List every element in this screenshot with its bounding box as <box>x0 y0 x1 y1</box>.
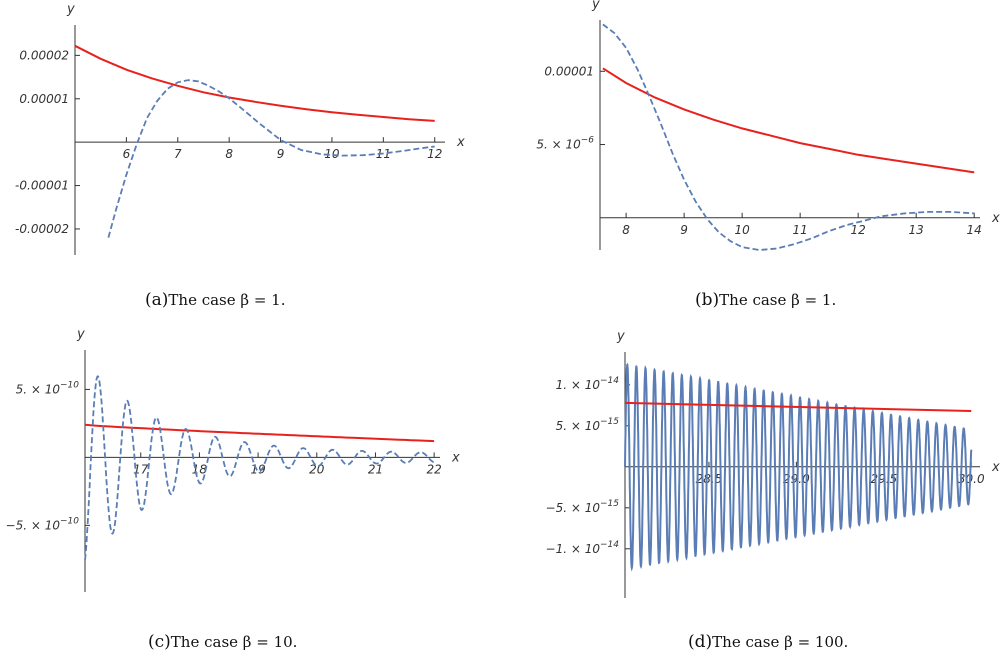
chart-panel-d: x y 28.5 29.0 29.5 30.0 1. × 10−14 5. × 10−15 −5… <box>505 329 1005 610</box>
x-axis-label: x <box>451 450 460 465</box>
blue-dashed-curve <box>602 23 975 251</box>
x-tick-label: 22 <box>426 462 441 476</box>
y-axis-label: y <box>76 327 85 342</box>
chart-b: x y 8 9 10 11 12 13 14 0.00001 5. × 10−6 <box>536 0 1000 251</box>
caption-a: (a)The case β = 1. <box>145 290 286 310</box>
red-curve <box>84 423 435 443</box>
x-tick-label: 8 <box>622 223 630 237</box>
x-tick-label: 19 <box>250 462 265 476</box>
x-tick-label: 12 <box>851 223 866 237</box>
x-axis-label: x <box>991 211 1000 226</box>
x-tick-label: 6 <box>123 147 131 161</box>
y-tick-label: -0.00002 <box>15 222 69 236</box>
y-tick-label: 5. × 10−6 <box>536 136 594 152</box>
caption-b: (b)The case β = 1. <box>695 290 836 310</box>
caption-b-prefix: (b) <box>695 290 720 310</box>
red-curve <box>602 67 975 174</box>
x-tick-label: 17 <box>133 462 149 476</box>
caption-c-text: The case β = 10. <box>170 633 298 651</box>
x-tick-label: 30.0 <box>958 472 985 486</box>
x-axis-label: x <box>456 135 465 150</box>
x-tick-label: 7 <box>174 147 182 161</box>
caption-a-prefix: (a) <box>145 290 169 310</box>
x-tick-label: 20 <box>309 462 325 476</box>
caption-d-text: The case β = 100. <box>712 633 849 651</box>
x-tick-label: 8 <box>225 147 233 161</box>
y-tick-label: 1. × 10−14 <box>556 376 620 392</box>
x-tick-label: 12 <box>427 147 442 161</box>
chart-panel-c: x y 17 18 19 20 21 22 5. × 10−10 −5. × 10−10 <box>0 327 500 610</box>
x-tick-label: 21 <box>368 462 383 476</box>
x-tick-label: 9 <box>680 223 688 237</box>
x-axis-label: x <box>991 460 1000 475</box>
y-axis-label: y <box>66 2 75 17</box>
y-tick-label: 0.00001 <box>19 92 69 106</box>
chart-panel-a: x y 6 7 8 9 10 11 12 0.00002 0.00001 -0.00001 -0.000… <box>0 0 500 280</box>
x-tick-label: 10 <box>734 223 750 237</box>
y-axis-label: y <box>591 0 600 12</box>
x-tick-label: 9 <box>277 147 285 161</box>
red-curve <box>74 44 435 122</box>
x-tick-label: 14 <box>967 223 982 237</box>
x-tick-label: 11 <box>793 223 808 237</box>
y-tick-label: −1. × 10−14 <box>546 540 620 556</box>
caption-c: (c)The case β = 10. <box>148 632 297 652</box>
y-tick-label: 5. × 10−10 <box>16 380 80 396</box>
blue-oscillation-curve <box>624 362 973 572</box>
y-tick-label: 0.00002 <box>19 48 69 62</box>
x-tick-label: 10 <box>324 147 340 161</box>
chart-panel-b: x y 8 9 10 11 12 13 14 0.00001 5. × 10−6 <box>505 0 1005 280</box>
caption-d: (d)The case β = 100. <box>688 632 848 652</box>
y-tick-label: −5. × 10−10 <box>6 516 80 532</box>
caption-d-prefix: (d) <box>688 632 713 652</box>
y-axis-label: y <box>616 329 625 344</box>
caption-c-prefix: (c) <box>148 632 171 652</box>
chart-a: xy6 7 8 9 10 11 120.000020.00001-0.00001-0.000… <box>15 2 465 255</box>
caption-a-text: The case β = 1. <box>168 291 286 309</box>
y-tick-label: 0.00001 <box>544 64 594 78</box>
y-tick-label: −5. × 10−15 <box>546 499 620 515</box>
red-curve <box>624 401 972 413</box>
blue-dashed-curve <box>107 79 435 238</box>
x-tick-label: 13 <box>909 223 924 237</box>
x-tick-label: 28.5 <box>696 472 723 486</box>
blue-dashed-curve <box>84 375 435 561</box>
caption-b-text: The case β = 1. <box>719 291 837 309</box>
y-tick-label: 5. × 10−15 <box>556 417 620 433</box>
y-tick-label: -0.00001 <box>15 179 69 193</box>
